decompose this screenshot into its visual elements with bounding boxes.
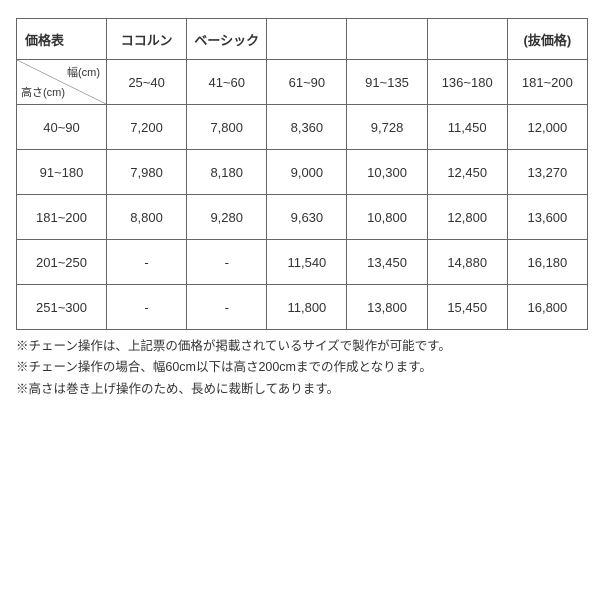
price-cell: 9,630 [267, 195, 347, 240]
price-cell: 10,800 [347, 195, 427, 240]
price-cell: 8,800 [107, 195, 187, 240]
height-range: 201~250 [17, 240, 107, 285]
price-table: 価格表 ココルン ベーシック (抜価格) 幅(cm) 高さ(cm) 25~40 … [16, 18, 588, 330]
table-row: 251~300 - - 11,800 13,800 15,450 16,800 [17, 285, 588, 330]
price-cell: 11,540 [267, 240, 347, 285]
price-note: (抜価格) [507, 19, 587, 60]
price-cell: 8,180 [187, 150, 267, 195]
brand-col-4 [427, 19, 507, 60]
price-cell: 7,800 [187, 105, 267, 150]
price-cell: 13,600 [507, 195, 587, 240]
height-range: 181~200 [17, 195, 107, 240]
price-cell: 10,300 [347, 150, 427, 195]
price-cell: 11,450 [427, 105, 507, 150]
price-cell: 12,800 [427, 195, 507, 240]
table-row: 40~90 7,200 7,800 8,360 9,728 11,450 12,… [17, 105, 588, 150]
price-cell: - [187, 285, 267, 330]
note-line: ※チェーン操作の場合、幅60cm以下は高さ200cmまでの作成となります。 [16, 357, 588, 378]
table-row: 91~180 7,980 8,180 9,000 10,300 12,450 1… [17, 150, 588, 195]
price-cell: 15,450 [427, 285, 507, 330]
diag-bot-label: 高さ(cm) [21, 84, 65, 100]
width-range-row: 幅(cm) 高さ(cm) 25~40 41~60 61~90 91~135 13… [17, 60, 588, 105]
brand-col-3 [347, 19, 427, 60]
height-range: 251~300 [17, 285, 107, 330]
diag-top-label: 幅(cm) [67, 64, 100, 80]
table-row: 201~250 - - 11,540 13,450 14,880 16,180 [17, 240, 588, 285]
width-range-3: 91~135 [347, 60, 427, 105]
price-cell: 13,450 [347, 240, 427, 285]
price-cell: 14,880 [427, 240, 507, 285]
width-range-2: 61~90 [267, 60, 347, 105]
note-line: ※高さは巻き上げ操作のため、長めに裁断してあります。 [16, 379, 588, 400]
price-cell: - [107, 240, 187, 285]
price-cell: 9,000 [267, 150, 347, 195]
brand-col-1: ベーシック [187, 19, 267, 60]
table-row: 181~200 8,800 9,280 9,630 10,800 12,800 … [17, 195, 588, 240]
price-cell: - [107, 285, 187, 330]
table-header-row: 価格表 ココルン ベーシック (抜価格) [17, 19, 588, 60]
price-cell: 7,200 [107, 105, 187, 150]
price-cell: 7,980 [107, 150, 187, 195]
width-range-4: 136~180 [427, 60, 507, 105]
price-cell: 13,800 [347, 285, 427, 330]
price-cell: 16,180 [507, 240, 587, 285]
price-cell: 8,360 [267, 105, 347, 150]
width-range-0: 25~40 [107, 60, 187, 105]
note-line: ※チェーン操作は、上記票の価格が掲載されているサイズで製作が可能です。 [16, 336, 588, 357]
height-range: 40~90 [17, 105, 107, 150]
width-range-1: 41~60 [187, 60, 267, 105]
price-cell: 12,450 [427, 150, 507, 195]
price-cell: 9,728 [347, 105, 427, 150]
diag-cell: 幅(cm) 高さ(cm) [17, 60, 107, 105]
price-cell: - [187, 240, 267, 285]
price-cell: 12,000 [507, 105, 587, 150]
width-range-5: 181~200 [507, 60, 587, 105]
notes: ※チェーン操作は、上記票の価格が掲載されているサイズで製作が可能です。 ※チェー… [16, 336, 588, 400]
price-cell: 16,800 [507, 285, 587, 330]
price-cell: 9,280 [187, 195, 267, 240]
brand-col-2 [267, 19, 347, 60]
table-title: 価格表 [17, 19, 107, 60]
price-cell: 11,800 [267, 285, 347, 330]
height-range: 91~180 [17, 150, 107, 195]
brand-col-0: ココルン [107, 19, 187, 60]
price-cell: 13,270 [507, 150, 587, 195]
